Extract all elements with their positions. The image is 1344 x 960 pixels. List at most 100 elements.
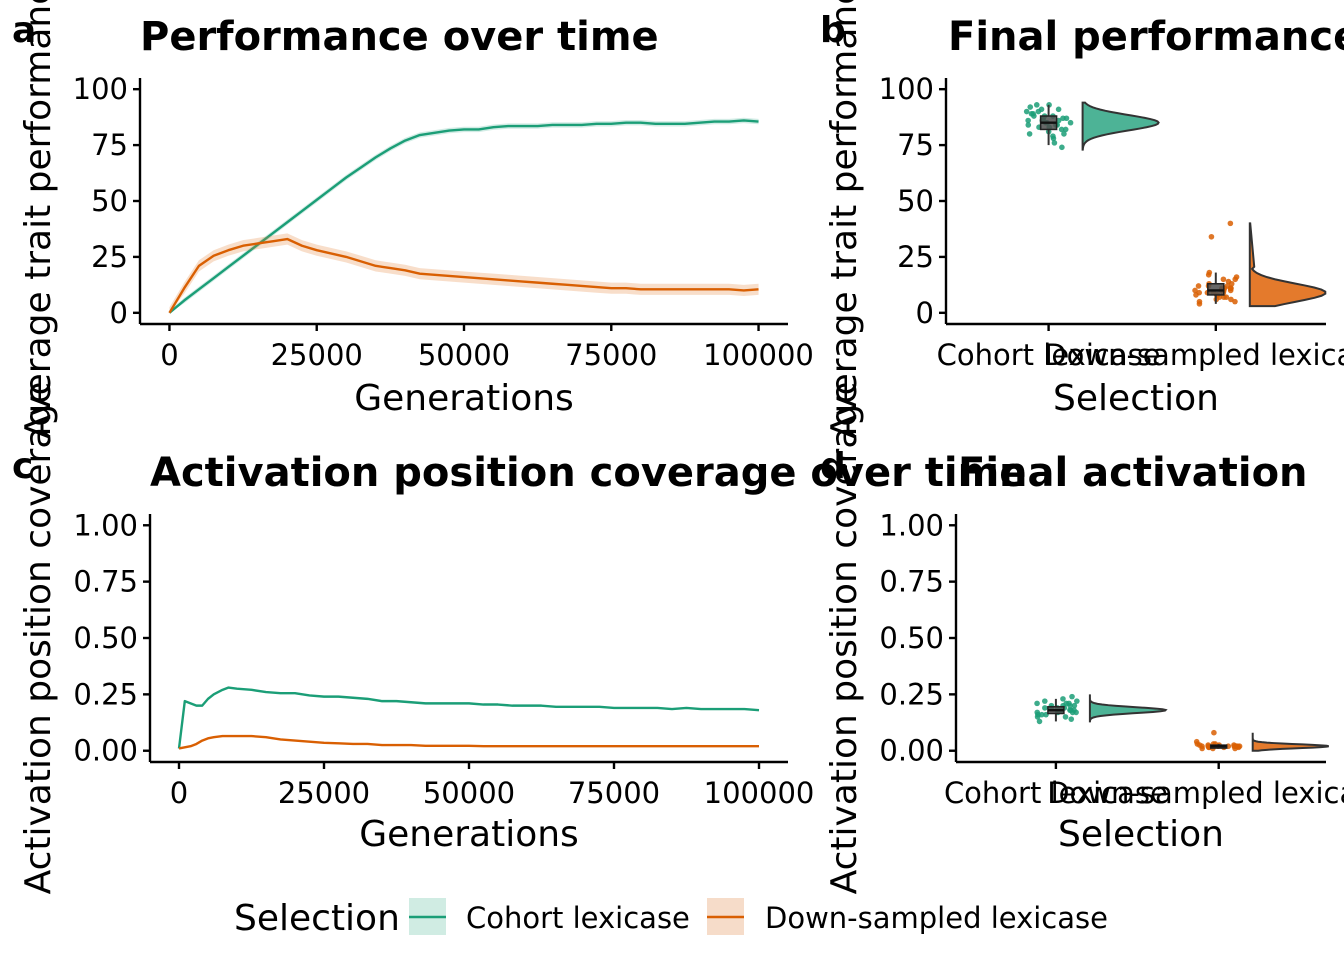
y-tick-label: 1.00: [73, 508, 138, 542]
x-tick-label: 0: [160, 338, 178, 372]
legend-title: Selection: [234, 898, 400, 939]
chart-title: Performance over time: [140, 14, 659, 60]
data-point: [1227, 220, 1234, 227]
x-tick-label: 0: [170, 776, 188, 810]
x-tick-label: 75000: [565, 338, 657, 372]
data-point: [1225, 278, 1232, 285]
data-point: [1195, 283, 1202, 289]
y-tick-label: 0.75: [73, 565, 138, 599]
data-point: [1227, 285, 1234, 292]
data-point: [1223, 294, 1230, 300]
half-violin-down-sampled: [1248, 222, 1327, 308]
data-point: [1192, 287, 1198, 294]
data-point: [1034, 700, 1040, 707]
y-tick-label: 75: [897, 128, 934, 162]
panel-tag: c: [12, 446, 33, 487]
panel-b-final-performance: b Final performance 0 25 50 75 100 Average trai…: [820, 0, 1344, 439]
data-point: [1193, 292, 1199, 298]
data-point: [1055, 106, 1062, 113]
chart-title: Activation position coverage over time: [150, 450, 1026, 496]
data-point: [1041, 698, 1048, 704]
panel-tag: b: [820, 10, 846, 51]
y-tick-label: 100: [879, 72, 934, 106]
data-point: [1033, 102, 1040, 108]
y-tick-label: 0.00: [879, 734, 944, 768]
data-point: [1233, 274, 1240, 280]
data-point: [1031, 113, 1037, 119]
data-point: [1069, 693, 1075, 700]
x-axis-label: Selection: [1058, 814, 1224, 855]
data-point: [1062, 714, 1069, 720]
data-point: [1051, 140, 1058, 146]
data-point: [1062, 126, 1069, 133]
y-axis-label: Average trait performance: [824, 0, 865, 439]
panel-tag: a: [12, 10, 36, 51]
data-point: [1025, 122, 1032, 128]
data-point: [1023, 108, 1030, 115]
data-point: [1036, 718, 1043, 725]
data-point: [1035, 711, 1041, 718]
y-tick-label: 25: [91, 240, 128, 274]
data-point: [1025, 117, 1031, 124]
data-point: [1068, 716, 1075, 722]
x-tick-label: Cohort lexicase: [937, 338, 1161, 372]
data-point: [1208, 233, 1215, 240]
y-tick-label: 50: [91, 184, 128, 218]
half-violin-cohort: [1088, 694, 1168, 723]
data-point: [1196, 742, 1203, 748]
x-tick-label: 50000: [423, 776, 515, 810]
data-point: [1232, 745, 1238, 752]
y-tick-label: 0.00: [73, 734, 138, 768]
y-axis-label: Activation position coverage: [824, 382, 865, 895]
chart-title: Final activation: [958, 450, 1308, 496]
data-point: [1059, 144, 1065, 151]
data-point: [1196, 298, 1203, 305]
data-point: [1058, 126, 1065, 133]
series-line-down-sampled: [168, 237, 759, 314]
series-band-down-sampled: [169, 233, 759, 313]
y-tick-label: 0: [110, 296, 128, 330]
x-axis-label: Selection: [1053, 378, 1219, 419]
x-tick-label: Cohort lexicase: [944, 776, 1168, 810]
x-tick-label: 50000: [418, 338, 510, 372]
y-axis-label: Activation position coverage: [18, 382, 59, 895]
data-point: [1220, 276, 1227, 283]
data-point: [1063, 700, 1070, 707]
x-tick-label: 25000: [271, 338, 363, 372]
series-line-cohort: [177, 686, 760, 749]
y-tick-label: 100: [73, 72, 128, 106]
y-tick-label: 0.75: [879, 565, 944, 599]
y-tick-label: 0: [916, 296, 934, 330]
y-tick-label: 0.25: [73, 677, 138, 711]
y-tick-label: 0.50: [73, 621, 138, 655]
data-point: [1050, 133, 1056, 139]
data-point: [1069, 709, 1076, 716]
x-tick-label: 25000: [278, 776, 370, 810]
panel-a-performance-over-time: a Performance over time 0 25 50 75 100 Average …: [12, 0, 814, 439]
x-axis-label: Generations: [354, 378, 574, 419]
series-line-cohort: [168, 119, 759, 314]
x-tick-label: Down-sampled lexicase: [1044, 338, 1344, 372]
x-tick-label: 100000: [703, 338, 814, 372]
data-point: [1063, 115, 1070, 122]
data-point: [1026, 131, 1033, 137]
data-point: [1042, 705, 1048, 711]
legend-label-cohort: Cohort lexicase: [466, 901, 690, 935]
half-violin-down-sampled: [1251, 732, 1329, 752]
y-tick-label: 50: [897, 184, 934, 218]
x-tick-label: 75000: [568, 776, 660, 810]
y-axis-label: Average trait performance: [18, 0, 59, 439]
y-tick-label: 1.00: [879, 508, 944, 542]
y-tick-label: 0.25: [879, 677, 944, 711]
panel-tag: d: [820, 446, 846, 487]
data-point: [1074, 698, 1080, 704]
data-point: [1206, 269, 1213, 276]
panel-c-activation-coverage-over-time: c Activation position coverage over time 0…: [12, 382, 1026, 895]
y-tick-label: 75: [91, 128, 128, 162]
data-point: [1211, 729, 1217, 736]
data-point: [1060, 696, 1066, 702]
y-tick-label: 25: [897, 240, 934, 274]
data-point: [1067, 119, 1074, 126]
data-point: [1071, 702, 1078, 709]
